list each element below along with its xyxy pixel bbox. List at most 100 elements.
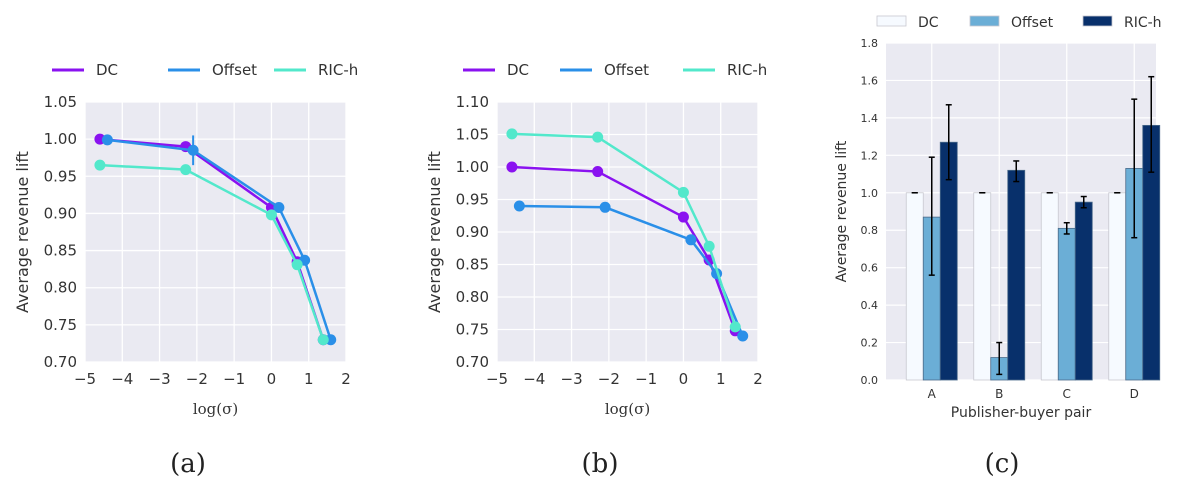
line-chart-b: −5 −4 −3 −2 −1 0 1 2 0.70 0.75 0.80 0.85 0.90 0.95 1.0… <box>425 61 767 418</box>
bar-ric-h <box>1007 169 1026 381</box>
x-tick-label: A <box>928 387 937 401</box>
y-tick-label: 1.05 <box>456 126 489 144</box>
bar-chart-c: 0.0 0.2 0.4 0.6 0.8 1.0 1.2 1.4 1.6 1.8 A B C D Publis… <box>834 15 1162 421</box>
x-tick-label: 1 <box>304 370 314 388</box>
y-tick-label: 0.6 <box>861 262 879 275</box>
x-tick-label: D <box>1130 387 1139 401</box>
data-point-offset <box>513 200 525 212</box>
data-point-dc <box>592 166 604 178</box>
y-tick-label: 0.75 <box>44 316 77 334</box>
bar-dc <box>905 192 924 381</box>
y-tick-label: 0.70 <box>456 353 489 371</box>
x-tick-label: 1 <box>716 370 726 388</box>
x-tick-label: −4 <box>111 370 133 388</box>
legend-label: Offset <box>604 61 649 79</box>
y-tick-label: 0.0 <box>861 374 879 387</box>
bar-dc <box>973 192 992 381</box>
y-tick-label: 0.4 <box>861 299 879 312</box>
x-tick-label: −5 <box>74 370 96 388</box>
legend-label: Offset <box>1011 15 1054 31</box>
x-tick-label: −3 <box>149 370 171 388</box>
bar-offset <box>1057 227 1076 381</box>
caption-b: (b) <box>582 449 619 479</box>
y-tick-label: 0.90 <box>44 204 77 222</box>
data-point-offset <box>599 201 611 213</box>
y-tick-label: 1.2 <box>861 149 879 162</box>
legend-swatch-dc <box>876 15 907 27</box>
data-point-ric-h <box>729 321 741 333</box>
legend-label: DC <box>918 15 939 31</box>
x-tick-label: −4 <box>523 370 545 388</box>
y-axis-label: Average revenue lift <box>834 140 850 282</box>
x-tick-label: 2 <box>341 370 351 388</box>
y-tick-label: 1.0 <box>861 187 879 200</box>
x-tick-label: 2 <box>753 370 763 388</box>
x-tick-label: −2 <box>598 370 620 388</box>
legend-label: RIC-h <box>727 61 767 79</box>
caption-a: (a) <box>170 449 206 479</box>
data-point-offset <box>685 234 697 246</box>
y-tick-label: 1.05 <box>44 93 77 111</box>
y-tick-label: 0.95 <box>456 191 489 209</box>
y-axis-label: Average revenue lift <box>13 151 32 313</box>
data-point-offset <box>187 144 199 156</box>
legend-swatch-offset <box>969 15 1000 27</box>
x-tick-label: B <box>995 387 1003 401</box>
x-tick-label: −2 <box>186 370 208 388</box>
x-axis-label: Publisher-buyer pair <box>951 405 1092 421</box>
data-point-offset <box>737 330 749 342</box>
y-tick-label: 0.70 <box>44 353 77 371</box>
data-point-ric-h <box>180 164 192 176</box>
data-point-ric-h <box>317 334 329 346</box>
data-point-ric-h <box>94 159 106 171</box>
bar-dc <box>1108 192 1127 381</box>
y-tick-label: 1.00 <box>456 158 489 176</box>
y-tick-label: 1.4 <box>861 112 879 125</box>
y-tick-label: 0.75 <box>456 321 489 339</box>
y-tick-label: 1.00 <box>44 130 77 148</box>
y-tick-label: 0.80 <box>44 279 77 297</box>
legend-swatch-ric-h <box>1082 15 1113 27</box>
x-tick-label: C <box>1063 387 1071 401</box>
legend-label: RIC-h <box>318 61 358 79</box>
data-point-offset <box>101 134 113 146</box>
y-tick-label: 0.85 <box>456 256 489 274</box>
x-axis-label: log(σ) <box>193 400 238 418</box>
x-axis-label: log(σ) <box>605 400 650 418</box>
y-tick-label: 0.90 <box>456 223 489 241</box>
x-tick-label: −5 <box>486 370 508 388</box>
x-tick-label: −1 <box>223 370 245 388</box>
x-tick-label: −3 <box>561 370 583 388</box>
y-tick-label: 0.8 <box>861 224 879 237</box>
line-chart-a: −5 −4 −3 −2 −1 0 1 2 0.70 0.75 0.80 0.85 0.90 0.95 1.0… <box>13 61 358 418</box>
x-tick-label: 0 <box>267 370 277 388</box>
data-point-ric-h <box>703 240 715 252</box>
legend-label: DC <box>507 61 529 79</box>
legend-label: RIC-h <box>1124 15 1162 31</box>
data-point-ric-h <box>677 186 689 198</box>
y-tick-label: 1.6 <box>861 74 879 87</box>
y-tick-label: 0.2 <box>861 337 879 350</box>
data-point-offset <box>273 201 285 213</box>
y-tick-label: 1.8 <box>861 37 879 50</box>
data-point-dc <box>677 211 689 223</box>
caption-c: (c) <box>985 449 1020 479</box>
y-tick-label: 0.80 <box>456 288 489 306</box>
y-axis-label: Average revenue lift <box>425 151 444 313</box>
x-tick-label: −1 <box>635 370 657 388</box>
data-point-dc <box>506 161 518 173</box>
bar-ric-h <box>1074 201 1093 381</box>
legend-label: DC <box>96 61 118 79</box>
data-point-ric-h <box>506 128 518 140</box>
x-tick-label: 0 <box>679 370 689 388</box>
plot-area <box>85 102 346 362</box>
data-point-ric-h <box>592 131 604 143</box>
data-point-ric-h <box>265 209 277 221</box>
y-tick-label: 0.95 <box>44 167 77 185</box>
bar-dc <box>1040 192 1059 381</box>
data-point-ric-h <box>291 259 303 271</box>
y-tick-label: 1.10 <box>456 93 489 111</box>
legend-label: Offset <box>212 61 257 79</box>
y-tick-label: 0.85 <box>44 242 77 260</box>
